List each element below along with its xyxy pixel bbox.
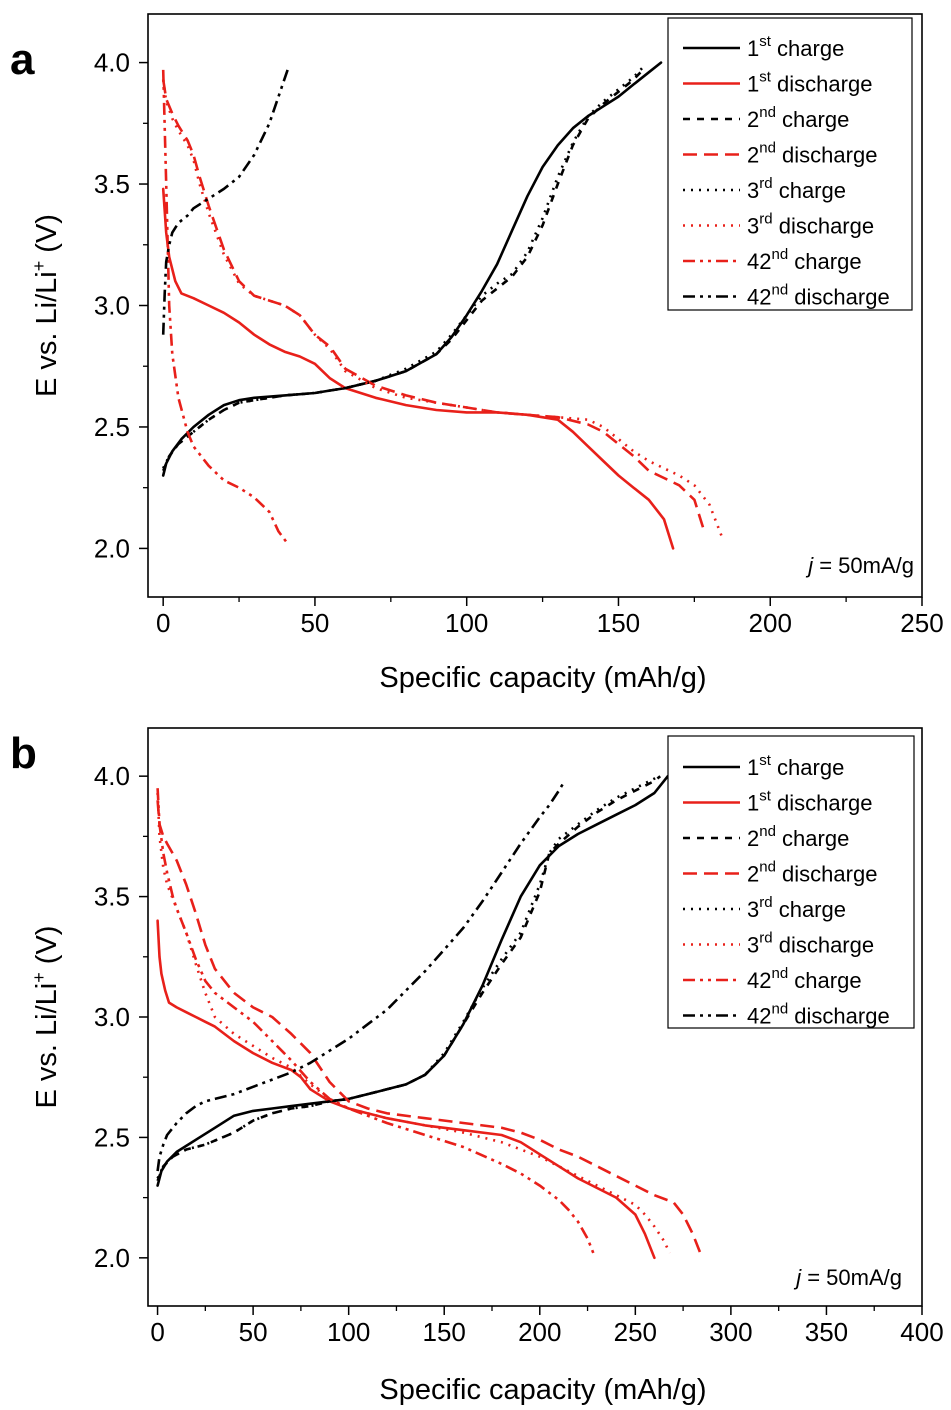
- x-tick-label: 300: [709, 1317, 752, 1347]
- legend-entry: 2nd charge: [747, 823, 849, 851]
- panel-a-current-density-annotation: j = 50mA/g: [805, 553, 914, 578]
- x-tick-label: 150: [597, 608, 640, 638]
- y-tick-label: 4.0: [94, 761, 130, 791]
- legend-entry: 2nd charge: [747, 104, 849, 132]
- series-line-42ndcharge: [156, 788, 595, 1254]
- series-line-3rdcharge: [162, 66, 644, 469]
- legend-entry: 3rd charge: [747, 175, 846, 203]
- x-tick-label: 400: [900, 1317, 943, 1347]
- panel-a-letter: a: [10, 35, 35, 84]
- series-line-3rddischarge: [161, 79, 723, 537]
- x-tick-label: 50: [239, 1317, 268, 1347]
- legend-entry: 1st charge: [747, 752, 844, 780]
- legend-entry: 3rd discharge: [747, 930, 874, 958]
- y-tick-label: 3.5: [94, 882, 130, 912]
- series-line-1stdischarge: [156, 919, 656, 1260]
- x-tick-label: 250: [614, 1317, 657, 1347]
- legend-entry: 42nd discharge: [747, 282, 890, 310]
- legend-entry: 2nd discharge: [747, 140, 877, 168]
- x-tick-label: 0: [150, 1317, 164, 1347]
- x-tick-label: 50: [300, 608, 329, 638]
- series-line-3rdcharge: [156, 775, 659, 1179]
- panel-b-x-axis-label: Specific capacity (mAh/g): [379, 1374, 706, 1406]
- y-axis-label-main: E vs. Li/Li: [31, 983, 63, 1109]
- legend-entry: 3rd discharge: [747, 211, 874, 239]
- y-axis-label-unit: (V): [31, 214, 63, 261]
- x-tick-label: 150: [423, 1317, 466, 1347]
- panel-a-legend: 1st charge 1st discharge 2nd charge 2nd dis…: [667, 17, 913, 311]
- series-line-42nddischarge: [161, 69, 289, 335]
- y-axis-label-unit: (V): [31, 926, 63, 973]
- panel-a-y-axis-label: E vs. Li/Li+ (V): [29, 214, 63, 397]
- series-line-1stcharge: [156, 774, 670, 1187]
- legend-entry: 3rd charge: [747, 894, 846, 922]
- y-tick-label: 2.0: [94, 533, 130, 563]
- y-tick-label: 2.5: [94, 412, 130, 442]
- series-line-2ndcharge: [156, 775, 662, 1182]
- series-line-2nddischarge: [156, 800, 704, 1259]
- y-axis-label-main: E vs. Li/Li: [31, 271, 63, 397]
- series-line-42ndcharge: [161, 69, 289, 545]
- x-tick-label: 100: [327, 1317, 370, 1347]
- legend-entry: 42nd discharge: [747, 1001, 890, 1029]
- y-tick-label: 3.0: [94, 1002, 130, 1032]
- y-tick-label: 4.0: [94, 48, 130, 78]
- legend-entry: 1st discharge: [747, 69, 872, 97]
- legend-entry: 1st discharge: [747, 788, 872, 816]
- series-line-3rddischarge: [156, 792, 671, 1254]
- x-tick-label: 0: [156, 608, 170, 638]
- panel-a-x-axis-label: Specific capacity (mAh/g): [379, 662, 706, 694]
- series-line-1stcharge: [161, 61, 663, 477]
- panel-b-current-density-annotation: j = 50mA/g: [793, 1265, 902, 1290]
- y-axis-label-sup: +: [29, 261, 49, 272]
- x-tick-label: 250: [900, 608, 943, 638]
- y-tick-label: 3.0: [94, 291, 130, 321]
- x-tick-label: 350: [805, 1317, 848, 1347]
- y-tick-label: 2.0: [94, 1243, 130, 1273]
- panel-b-legend: 1st charge 1st discharge 2nd charge 2nd dis…: [667, 735, 915, 1029]
- x-tick-label: 100: [445, 608, 488, 638]
- series-line-42nddischarge: [156, 780, 566, 1172]
- panel-a-chart: a 0 50 100 150 200 250 2.0 2.5 3.0 3.5 4.0 Specific …: [10, 13, 944, 694]
- legend-entry: 1st charge: [747, 33, 844, 61]
- panel-a-series-group: [161, 61, 723, 550]
- series-line-2nddischarge: [161, 79, 705, 530]
- y-tick-label: 2.5: [94, 1122, 130, 1152]
- legend-entry: 42nd charge: [747, 246, 862, 274]
- legend-entry: 42nd charge: [747, 965, 862, 993]
- panel-b-y-axis-label: E vs. Li/Li+ (V): [29, 926, 63, 1109]
- panel-b-chart: b 0 50 100 150 200 250 300 350 400 2.0 2.5 3.0 3.5 4.0…: [10, 727, 944, 1406]
- panel-b-series-group: [156, 774, 704, 1260]
- x-tick-label: 200: [749, 608, 792, 638]
- series-line-2ndcharge: [161, 69, 644, 472]
- y-axis-label-sup: +: [29, 972, 49, 983]
- y-tick-label: 3.5: [94, 169, 130, 199]
- series-line-1stdischarge: [161, 187, 675, 550]
- legend-entry: 2nd discharge: [747, 859, 877, 887]
- x-tick-label: 200: [518, 1317, 561, 1347]
- panel-b-letter: b: [10, 729, 37, 778]
